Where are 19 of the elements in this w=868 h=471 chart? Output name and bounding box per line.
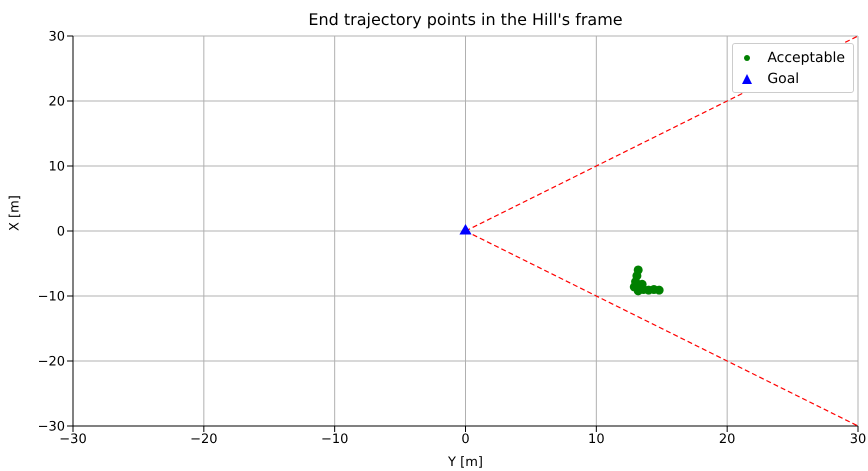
x-tick-label: 0: [461, 432, 470, 448]
x-tick-label: 10: [588, 432, 605, 448]
x-tick-label: 30: [850, 432, 866, 448]
y-tick-label: −30: [38, 420, 65, 435]
legend-label: Goal: [767, 70, 800, 86]
x-tick-label: −20: [190, 432, 218, 448]
chart-title: End trajectory points in the Hill's frame: [307, 10, 624, 29]
y-tick-label: −20: [38, 354, 65, 370]
x-tick-label: −10: [320, 432, 348, 448]
y-tick-label: 30: [48, 30, 65, 45]
y-tick-label: 0: [56, 224, 65, 240]
y-tick-label: 20: [48, 94, 65, 110]
x-tick-label: 20: [718, 432, 736, 448]
x-axis-title: Y [m]: [447, 455, 483, 470]
y-tick-label: −10: [38, 290, 65, 305]
legend-label: Acceptable: [767, 50, 845, 66]
y-tick-label: 10: [48, 160, 65, 175]
y-axis-title: X [m]: [8, 195, 23, 231]
x-tick-label: −30: [59, 432, 87, 448]
